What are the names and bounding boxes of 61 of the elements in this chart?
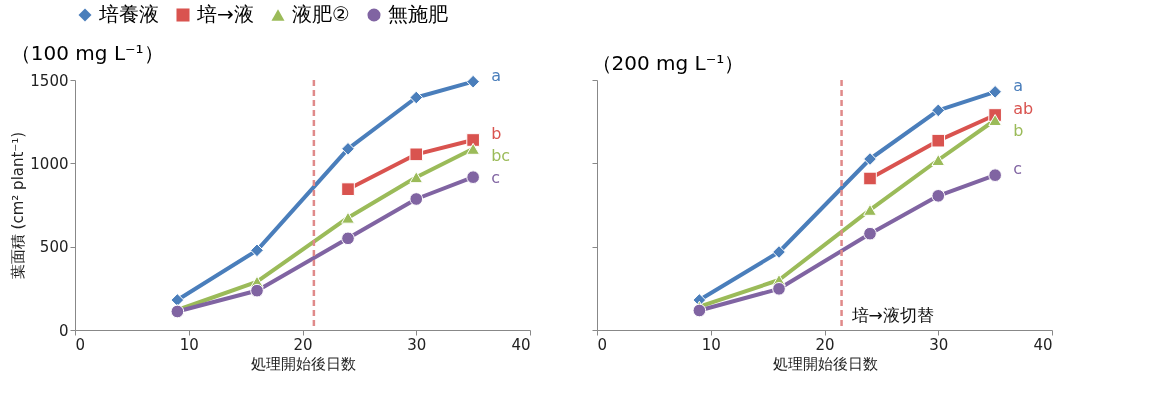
annotation: b <box>491 124 502 143</box>
x-tick-label: 0 <box>597 335 608 354</box>
point <box>341 182 355 196</box>
legend-label: 培→液 <box>196 2 254 26</box>
annotation: a <box>1013 75 1023 95</box>
point <box>250 243 264 258</box>
x-tick-label: 40 <box>1033 335 1053 354</box>
point <box>931 189 946 203</box>
annotation: c <box>1013 159 1022 179</box>
x-tick-label: 30 <box>407 335 427 354</box>
x-tick-label: 0 <box>75 335 86 354</box>
point <box>931 103 946 118</box>
x-tick-label: 10 <box>701 335 721 354</box>
point <box>466 133 480 147</box>
point <box>863 171 877 186</box>
x-tick-label: 20 <box>815 335 835 354</box>
x-tick-label: 20 <box>293 335 313 354</box>
point <box>341 231 355 246</box>
point <box>466 170 480 184</box>
point <box>692 303 707 318</box>
y-axis-title: 葉面積 (cm² plant⁻¹) <box>9 131 28 280</box>
legend-label: 液肥② <box>292 2 350 26</box>
point <box>931 133 946 148</box>
point <box>988 85 1002 99</box>
chart-title: （100 mg L⁻¹） <box>10 40 164 65</box>
annotation: bc <box>491 146 511 165</box>
point <box>250 283 264 298</box>
point <box>409 90 424 105</box>
x-tick-label: 30 <box>929 335 949 354</box>
annotation: c <box>491 168 500 187</box>
annotation: b <box>1013 121 1024 140</box>
point <box>863 152 877 166</box>
x-axis-title: 処理開始後日数 <box>250 354 356 373</box>
annotation: a <box>491 65 501 85</box>
point <box>988 114 1002 126</box>
legend-label: 無施肥 <box>388 2 448 26</box>
point <box>341 211 355 224</box>
chart-title: （200 mg L⁻¹） <box>591 50 745 75</box>
x-tick-label: 40 <box>511 335 531 354</box>
point <box>772 282 786 296</box>
point <box>170 293 185 307</box>
point <box>772 245 786 259</box>
point <box>863 203 877 216</box>
ref-line-label: 培→液切替 <box>850 305 934 325</box>
point <box>466 142 480 155</box>
point <box>409 192 424 206</box>
point <box>988 168 1002 182</box>
y-tick-label: 500 <box>39 238 69 257</box>
point <box>409 171 424 184</box>
point <box>341 142 355 156</box>
point <box>931 154 946 166</box>
point <box>466 74 480 89</box>
point <box>863 226 877 241</box>
x-tick-label: 10 <box>179 335 199 354</box>
point <box>409 147 424 162</box>
y-tick-label: 0 <box>58 321 69 340</box>
annotation: ab <box>1013 99 1034 118</box>
x-axis-title: 処理開始後日数 <box>772 354 878 373</box>
y-tick-label: 1500 <box>30 71 69 90</box>
legend-label: 培養液 <box>98 2 159 26</box>
y-tick-label: 1000 <box>30 154 69 173</box>
